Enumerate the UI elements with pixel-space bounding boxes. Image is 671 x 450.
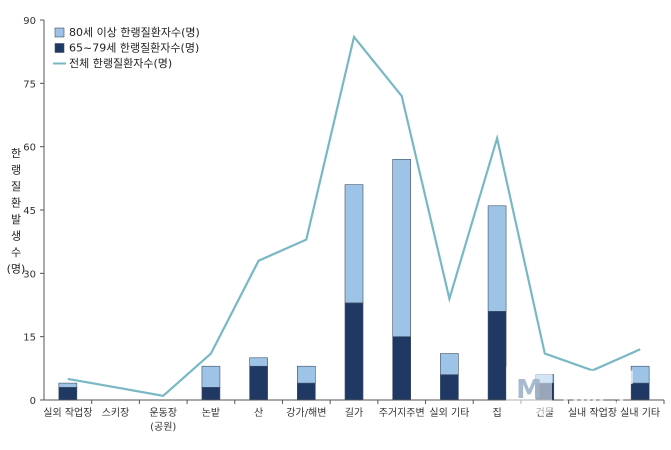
y-label-char: 질 — [11, 180, 21, 193]
axes — [43, 20, 664, 401]
legend: 80세 이상 한랭질환자수(명) 65~79세 한랭질환자수(명) 전체 한랭질환자… — [53, 26, 200, 70]
x-tick-label: 주거지주변 — [379, 407, 425, 419]
bar-segment — [58, 382, 78, 388]
y-label-char: 랭 — [11, 164, 21, 177]
bar-segment — [201, 387, 221, 401]
watermark-letter: M — [516, 375, 542, 405]
watermark-text-2: TIMES — [559, 387, 625, 409]
x-tick-label: 실외 작업장 — [43, 406, 92, 419]
x-tick-label: 실내 기타 — [620, 407, 660, 419]
y-label-char: (명) — [7, 263, 26, 276]
legend-label: 80세 이상 한랭질환자수(명) — [69, 26, 200, 39]
bar-segment — [344, 302, 364, 401]
y-label-char: 발 — [11, 213, 21, 226]
y-tick-label: 15 — [23, 333, 36, 344]
bar-segment — [58, 387, 78, 401]
bar-segment — [487, 311, 507, 401]
bar-segment — [487, 205, 507, 312]
bar-segment — [392, 336, 411, 401]
bar-segment — [249, 357, 268, 367]
bar-series — [58, 159, 650, 401]
y-label-char: 환 — [11, 197, 21, 210]
x-tick-label: 운동장 — [149, 407, 177, 419]
y-axis-ticks: 0 15 30 45 60 75 90 — [23, 16, 44, 407]
bar-segment — [344, 184, 364, 304]
bar-segment — [201, 365, 221, 388]
bar-segment — [249, 365, 268, 401]
watermark-slogan: good news, good people — [531, 418, 642, 428]
y-label-char: 수 — [11, 246, 21, 259]
y-tick-label: 45 — [23, 206, 36, 217]
x-tick-label: 강가/해변 — [286, 406, 326, 419]
x-tick-label: 실외 기타 — [429, 407, 469, 419]
x-tick-label: (공원) — [150, 421, 176, 433]
legend-swatch — [54, 43, 65, 53]
y-tick-label: 75 — [23, 79, 36, 90]
watermark-text-1: MIDAM — [559, 367, 634, 389]
bar-segment — [392, 159, 411, 337]
x-tick-label: 실내 작업장 — [568, 406, 617, 419]
watermark-badge — [506, 362, 552, 414]
bar-segment — [297, 382, 316, 401]
x-tick-label: 논밭 — [202, 407, 220, 419]
total-line — [67, 34, 641, 397]
y-tick-label: 90 — [23, 16, 36, 27]
bar-segment — [297, 365, 316, 384]
legend-label: 전체 한랭질환자수(명) — [69, 57, 172, 70]
y-label-char: 한 — [11, 147, 21, 160]
x-tick-label: 길가 — [345, 406, 363, 419]
y-label-char: 생 — [11, 230, 21, 243]
y-tick-label: 0 — [30, 396, 36, 407]
bar-segment — [630, 365, 650, 384]
x-tick-label: 집 — [492, 407, 501, 419]
legend-swatch — [54, 27, 65, 38]
line-series — [67, 34, 641, 397]
y-tick-label: 60 — [23, 143, 36, 154]
x-tick-label: 산 — [254, 407, 263, 419]
legend-label: 65~79세 한랭질환자수(명) — [69, 42, 199, 55]
bar-segment — [440, 374, 459, 401]
x-tick-label: 스키장 — [102, 407, 130, 419]
bar-segment — [440, 353, 459, 375]
y-tick-label: 30 — [23, 269, 36, 280]
